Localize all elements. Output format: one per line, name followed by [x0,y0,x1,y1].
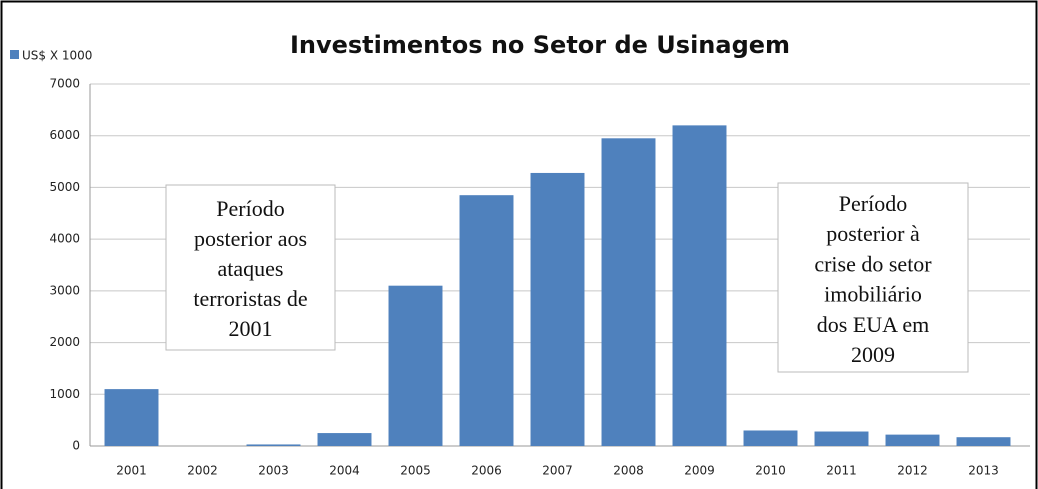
annotation-text: 2001 [229,316,273,341]
y-tick-label: 2000 [49,335,80,349]
y-tick-label: 0 [72,439,80,453]
x-tick-label: 2003 [258,464,289,478]
annotation-box [777,182,969,373]
bar [459,195,514,446]
x-tick-label: 2011 [826,464,857,478]
x-tick-label: 2004 [329,464,360,478]
x-tick-label: 2009 [684,464,715,478]
annotation-text: ataques [218,256,284,281]
annotation-text: imobiliário [824,282,922,307]
bar [672,125,727,446]
x-tick-label: 2007 [542,464,573,478]
bar [530,172,585,446]
annotation-text: dos EUA em [817,312,929,337]
annotation-text: crise do setor [814,251,932,276]
chart-title: Investimentos no Setor de Usinagem [290,31,790,59]
bar [743,430,798,446]
annotation-text: Período [839,191,907,216]
x-tick-label: 2010 [755,464,786,478]
annotation-text: 2009 [851,342,895,367]
annotation-text: Período [216,196,284,221]
bar [246,444,301,446]
y-tick-label: 3000 [49,283,80,297]
x-tick-label: 2001 [116,464,147,478]
bar [814,431,869,446]
x-tick-label: 2002 [187,464,218,478]
annotation-box [165,184,336,351]
bar [601,138,656,447]
y-tick-label: 5000 [49,180,80,194]
legend-label: US$ X 1000 [22,49,92,63]
y-tick-label: 1000 [49,387,80,401]
bar [885,434,940,446]
bar [317,433,372,446]
annotation-text: posterior à [826,221,920,246]
legend-swatch [10,50,19,59]
y-tick-label: 6000 [49,128,80,142]
annotation-text: terroristas de [193,286,307,311]
x-tick-label: 2006 [471,464,502,478]
y-tick-label: 7000 [49,77,80,91]
x-tick-label: 2008 [613,464,644,478]
y-tick-label: 4000 [49,232,80,246]
x-tick-label: 2012 [897,464,928,478]
bar [956,437,1011,446]
x-tick-label: 2013 [968,464,999,478]
bar [104,389,159,446]
bar [388,285,443,446]
x-tick-label: 2005 [400,464,431,478]
annotation-text: posterior aos [194,226,307,251]
